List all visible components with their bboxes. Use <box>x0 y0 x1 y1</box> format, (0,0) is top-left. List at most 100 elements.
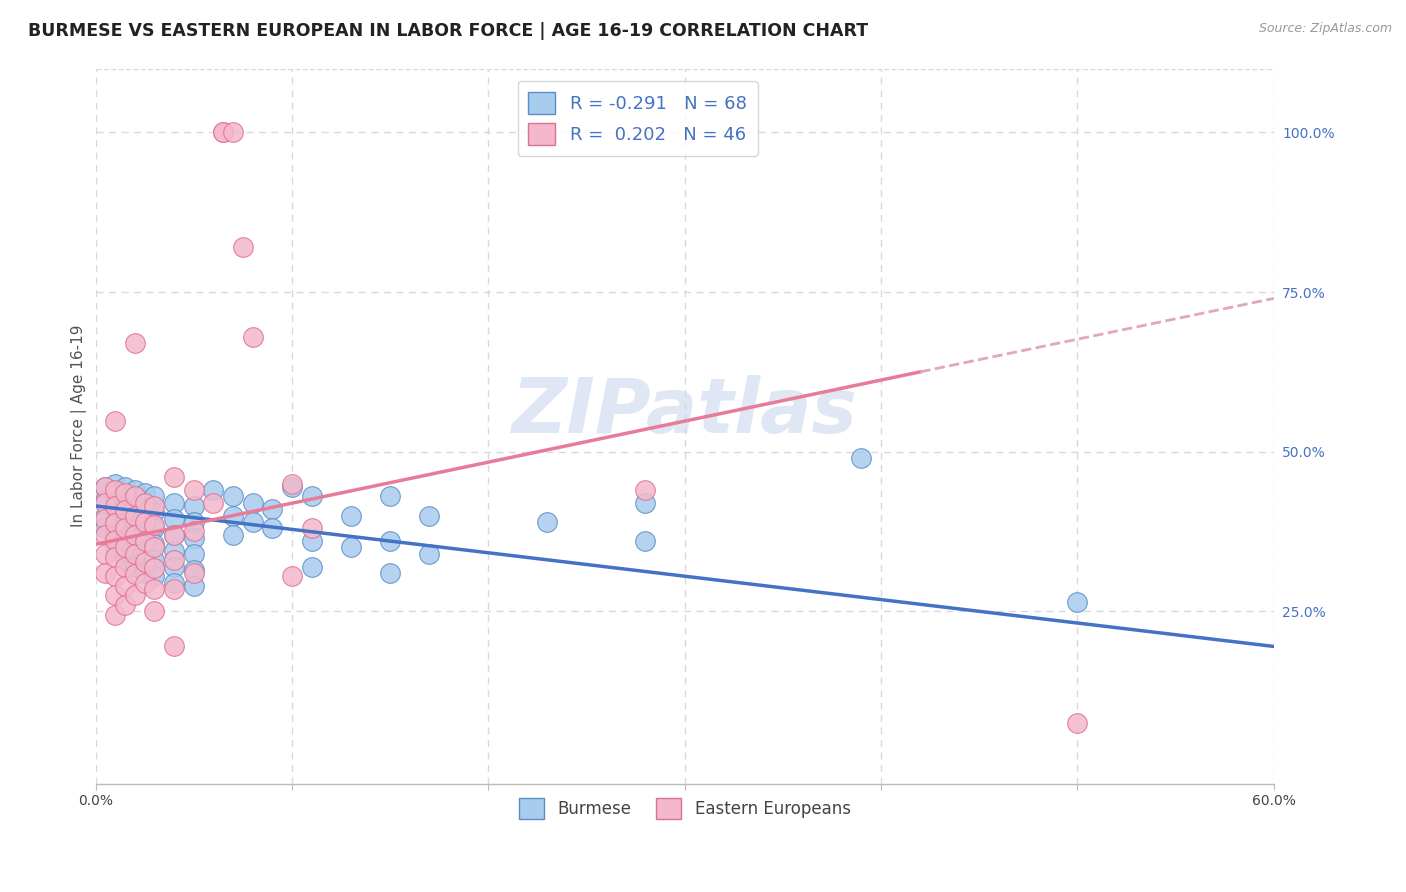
Point <box>202 496 225 510</box>
Point <box>114 579 136 593</box>
Point <box>1066 595 1088 609</box>
Point <box>143 604 166 618</box>
Point <box>212 125 235 139</box>
Point <box>114 480 136 494</box>
Point <box>104 476 127 491</box>
Point <box>143 569 166 583</box>
Point <box>134 575 156 590</box>
Point <box>114 496 136 510</box>
Point <box>104 414 127 428</box>
Point <box>124 531 146 545</box>
Point <box>634 483 657 497</box>
Point <box>124 483 146 497</box>
Point <box>104 516 127 531</box>
Point <box>114 553 136 567</box>
Point <box>281 480 304 494</box>
Point <box>143 521 166 535</box>
Point <box>104 541 127 555</box>
Point <box>262 521 284 535</box>
Point <box>124 547 146 561</box>
Point <box>281 569 304 583</box>
Point <box>143 505 166 519</box>
Point <box>104 588 127 602</box>
Point <box>281 476 304 491</box>
Point <box>94 512 117 526</box>
Point <box>183 531 205 545</box>
Text: ZIPatlas: ZIPatlas <box>512 375 858 449</box>
Point <box>134 566 156 580</box>
Point <box>1066 716 1088 731</box>
Point <box>143 582 166 596</box>
Point <box>163 512 186 526</box>
Point <box>301 559 323 574</box>
Point <box>163 559 186 574</box>
Point <box>163 575 186 590</box>
Point <box>134 518 156 533</box>
Point <box>222 489 245 503</box>
Text: Source: ZipAtlas.com: Source: ZipAtlas.com <box>1258 22 1392 36</box>
Point <box>134 515 156 529</box>
Point <box>114 537 136 551</box>
Point <box>163 640 186 654</box>
Point <box>143 499 166 513</box>
Point <box>634 534 657 549</box>
Point <box>114 503 136 517</box>
Point <box>134 549 156 564</box>
Point <box>124 336 146 351</box>
Point <box>202 483 225 497</box>
Point <box>124 547 146 561</box>
Point <box>104 483 127 497</box>
Point <box>418 508 440 523</box>
Point <box>163 496 186 510</box>
Point <box>134 554 156 568</box>
Point <box>262 502 284 516</box>
Point <box>183 566 205 580</box>
Point <box>94 521 117 535</box>
Point <box>183 524 205 539</box>
Point <box>114 598 136 612</box>
Point <box>124 508 146 523</box>
Point <box>104 489 127 503</box>
Point <box>114 486 136 500</box>
Point <box>134 534 156 549</box>
Point <box>94 480 117 494</box>
Point <box>114 541 136 555</box>
Point <box>114 521 136 535</box>
Point <box>94 527 117 541</box>
Point <box>104 607 127 622</box>
Point <box>222 508 245 523</box>
Point <box>163 582 186 596</box>
Point <box>301 534 323 549</box>
Legend: Burmese, Eastern Europeans: Burmese, Eastern Europeans <box>512 792 858 825</box>
Point <box>143 518 166 533</box>
Point <box>378 566 401 580</box>
Point <box>104 502 127 516</box>
Point <box>163 553 186 567</box>
Point <box>124 559 146 574</box>
Point <box>183 483 205 497</box>
Point <box>232 240 254 254</box>
Point <box>104 569 127 583</box>
Point <box>94 566 117 580</box>
Point <box>418 547 440 561</box>
Point <box>340 541 363 555</box>
Point <box>301 489 323 503</box>
Point <box>143 541 166 555</box>
Point <box>124 515 146 529</box>
Point <box>124 588 146 602</box>
Point <box>143 537 166 551</box>
Point <box>114 508 136 523</box>
Point <box>104 549 127 564</box>
Point <box>104 499 127 513</box>
Point <box>104 533 127 547</box>
Point <box>242 496 264 510</box>
Point <box>183 547 205 561</box>
Point <box>124 527 146 541</box>
Point <box>94 480 117 494</box>
Point <box>124 499 146 513</box>
Point <box>114 559 136 574</box>
Point <box>222 125 245 139</box>
Y-axis label: In Labor Force | Age 16-19: In Labor Force | Age 16-19 <box>72 325 87 527</box>
Point <box>94 508 117 523</box>
Point <box>134 486 156 500</box>
